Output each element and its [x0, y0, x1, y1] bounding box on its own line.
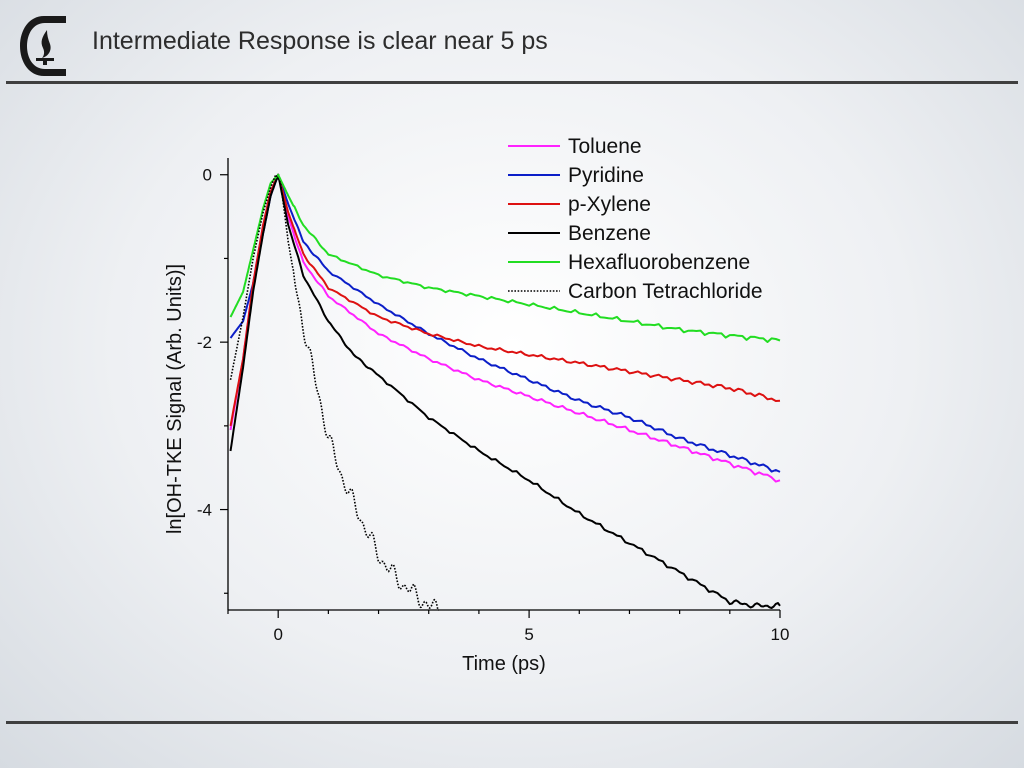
legend-label: p-Xylene — [568, 193, 651, 216]
legend-label: Carbon Tetrachloride — [568, 280, 763, 303]
series-line-hexafluorobenzene — [229, 173, 781, 343]
y-axis-label: ln[OH-TKE Signal (Arb. Units)] — [164, 264, 186, 534]
header-divider — [6, 81, 1018, 84]
slide-title: Intermediate Response is clear near 5 ps — [92, 27, 548, 55]
x-tick-label: 0 — [273, 625, 282, 644]
axis-ticks: 0 5 10 0 -2 -4 — [197, 166, 790, 644]
legend-label: Toluene — [568, 135, 642, 158]
series-line-toluene — [229, 173, 781, 483]
x-tick-label: 10 — [771, 625, 790, 644]
series-line-pyridine — [229, 173, 781, 473]
y-tick-label: -4 — [197, 501, 212, 520]
footer-divider — [6, 721, 1018, 724]
series-line-carbon-tetrachloride — [229, 173, 439, 611]
legend-label: Hexafluorobenzene — [568, 251, 750, 274]
x-axis-label: Time (ps) — [462, 653, 546, 675]
series-line-p-xylene — [229, 173, 781, 427]
series-line-benzene — [229, 173, 781, 609]
legend-label: Benzene — [568, 222, 651, 245]
y-tick-label: 0 — [203, 166, 212, 185]
flame-c-logo-icon — [14, 12, 74, 80]
legend-label: Pyridine — [568, 164, 644, 187]
x-tick-label: 5 — [524, 625, 533, 644]
y-tick-label: -2 — [197, 333, 212, 352]
legend: Toluene Pyridine p-Xylene Benzene Hexafluoro… — [508, 135, 763, 303]
plot-lines — [229, 173, 781, 611]
